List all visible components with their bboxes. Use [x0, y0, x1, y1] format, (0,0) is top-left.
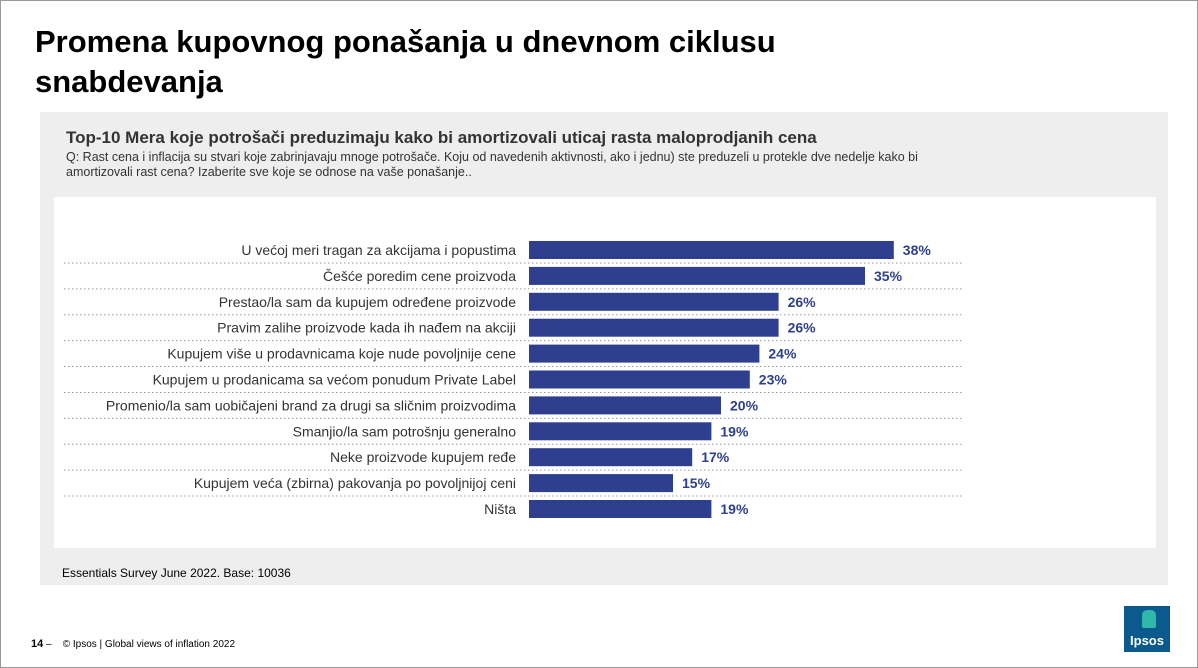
data-label: 23% [759, 372, 788, 388]
bar [529, 292, 779, 311]
page-title: Promena kupovnog ponašanja u dnevnom cik… [35, 24, 776, 99]
data-label: 38% [903, 242, 932, 258]
data-label: 26% [788, 294, 817, 310]
page-number: 14 [31, 638, 44, 650]
data-label: 35% [874, 268, 903, 284]
chart-question: Q: Rast cena i inflacija su stvari koje … [66, 150, 918, 179]
bar [529, 396, 721, 415]
data-label: 20% [730, 397, 759, 413]
chart-plot-area: U većoj meri tragan za akcijama i popust… [54, 197, 1156, 548]
logo-text: Ipsos [1130, 633, 1164, 648]
data-label: 19% [720, 501, 749, 517]
category-label: Ništa [484, 501, 516, 517]
category-label: Prestao/la sam da kupujem određene proiz… [219, 294, 517, 310]
category-label: Pravim zalihe proizvode kada ih nađem na… [217, 320, 516, 336]
data-label: 24% [768, 346, 797, 362]
ipsos-logo: Ipsos [1124, 606, 1170, 652]
category-label: Kupujem veća (zbirna) pakovanja po povol… [194, 475, 516, 491]
bar [529, 370, 750, 389]
copyright-text: © Ipsos | Global views of inflation 2022 [62, 639, 235, 650]
category-label: Smanjio/la sam potrošnju generalno [293, 423, 517, 439]
category-label: Kupujem više u prodavnicama koje nude po… [167, 346, 516, 362]
category-label: Promenio/la sam uobičajeni brand za drug… [106, 397, 516, 413]
bar [529, 266, 865, 285]
category-label: U većoj meri tragan za akcijama i popust… [241, 242, 516, 258]
data-label: 17% [701, 449, 730, 465]
data-label: 15% [682, 475, 711, 491]
source-note: Essentials Survey June 2022. Base: 10036 [62, 566, 291, 580]
bar [529, 474, 673, 493]
footer: 14 – © Ipsos | Global views of inflation… [31, 638, 235, 650]
category-label: Neke proizvode kupujem ređe [330, 449, 516, 465]
bar [529, 318, 779, 337]
bar [529, 422, 712, 441]
bar [529, 500, 712, 518]
bar [529, 448, 693, 467]
logo-mark-icon [1142, 610, 1156, 628]
bar [529, 344, 760, 363]
bar-chart: U većoj meri tragan za akcijama i popust… [64, 241, 962, 518]
data-label: 19% [720, 423, 749, 439]
category-label: Češće poredim cene proizvoda [323, 268, 516, 284]
bar [529, 241, 894, 259]
page-number-separator: – [46, 639, 52, 650]
chart-title: Top-10 Mera koje potrošači preduzimaju k… [66, 128, 817, 147]
data-label: 26% [788, 320, 817, 336]
category-label: Kupujem u prodanicama sa većom ponudum P… [153, 372, 516, 388]
